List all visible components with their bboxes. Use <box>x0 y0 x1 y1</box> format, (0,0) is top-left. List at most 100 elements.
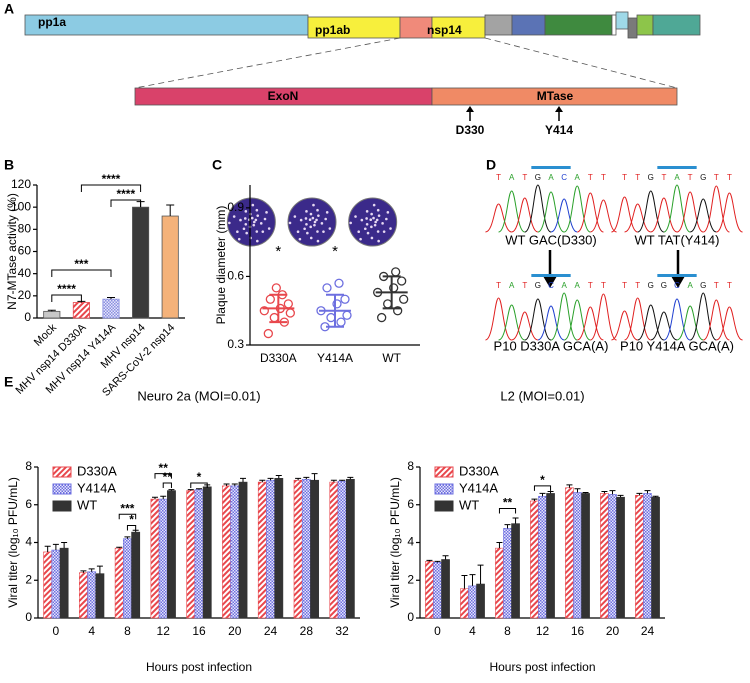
bar <box>441 559 450 619</box>
trace-peak <box>485 297 512 341</box>
panel-label: E <box>4 374 13 390</box>
panel-label: C <box>212 157 222 173</box>
plaque <box>253 220 256 224</box>
y-tick-label: 120 <box>11 177 31 191</box>
significance-bracket <box>51 269 112 277</box>
plaque <box>255 208 259 212</box>
plaque <box>237 237 241 241</box>
trace-peak <box>485 203 512 233</box>
error-bar <box>61 542 68 549</box>
base-letter: T <box>622 281 627 290</box>
data-point <box>399 294 409 304</box>
plaque <box>316 208 319 212</box>
domain-label: MTase <box>537 89 574 103</box>
trace-peak <box>590 293 617 341</box>
error-bar <box>496 542 503 549</box>
plaque <box>322 230 325 233</box>
bar <box>546 493 555 619</box>
site-label: Y414 <box>545 123 573 137</box>
codon-bar <box>531 166 571 169</box>
plaque <box>324 217 327 221</box>
sd-bar <box>382 275 401 310</box>
plaque <box>370 236 374 240</box>
base-letter: T <box>496 281 501 290</box>
error-bar <box>52 543 59 551</box>
plaque <box>304 217 308 220</box>
error-bar <box>531 498 538 501</box>
base-letter: T <box>601 173 606 182</box>
bar <box>59 547 69 619</box>
plaque <box>244 210 248 213</box>
significance-bracket <box>533 485 552 491</box>
trace-peak <box>689 292 717 341</box>
trace-caption: P10 D330A GCA(A) <box>494 338 609 353</box>
error-bar <box>96 565 103 574</box>
error-bar <box>644 490 651 494</box>
data-point <box>269 312 279 323</box>
base-letter: T <box>727 281 732 290</box>
plaque <box>363 227 367 231</box>
error-bar <box>330 479 337 483</box>
trace-peak <box>563 299 591 341</box>
plaque <box>375 218 379 222</box>
error-bar <box>609 490 616 495</box>
trace-peak <box>511 311 539 341</box>
bar <box>433 562 442 619</box>
trace-peak <box>650 197 678 233</box>
genome-map <box>24 11 701 121</box>
base-letter: G <box>700 281 706 290</box>
plaque <box>256 239 259 243</box>
significance-label: ** <box>163 470 173 484</box>
y-tick-label: 4 <box>25 535 32 549</box>
significance-label: **** <box>116 187 135 201</box>
base-letter: T <box>714 173 719 182</box>
bar <box>202 486 212 619</box>
bar <box>79 572 88 619</box>
trace-peak <box>550 292 578 341</box>
bar <box>238 481 248 619</box>
segment-label: pp1a <box>38 15 66 29</box>
base-letter: A <box>674 173 680 182</box>
trace-peak <box>611 310 638 341</box>
bar <box>132 206 150 319</box>
arrow <box>466 106 474 112</box>
error-bar <box>477 564 484 585</box>
segment <box>636 14 654 36</box>
error-bar <box>461 575 468 589</box>
trace-peak <box>624 297 652 341</box>
significance-label: **** <box>57 282 76 296</box>
plaque <box>299 218 303 222</box>
trace-caption: P10 Y414A GCA(A) <box>620 338 734 353</box>
x-tick-label: Y414A <box>317 351 353 365</box>
trace-peak <box>590 199 617 233</box>
trace-peak <box>716 192 743 233</box>
plaque <box>354 215 357 218</box>
bar <box>608 494 617 619</box>
base-letter: T <box>727 173 732 182</box>
x-tick-label: 0 <box>53 624 60 638</box>
y-tick-label: 0.3 <box>227 337 244 351</box>
error-bar <box>223 483 230 486</box>
bar <box>102 298 120 319</box>
error-bar <box>504 524 511 529</box>
significance-label: * <box>197 470 202 484</box>
trace-caption: WT GAC(D330) <box>505 232 597 247</box>
significance-label: * <box>129 513 134 527</box>
error-bar <box>295 477 302 481</box>
trace-peak <box>650 311 678 341</box>
segment <box>615 11 629 30</box>
significance-label: * <box>332 243 338 260</box>
significance-bracket <box>110 199 142 207</box>
trace-peak <box>663 298 691 341</box>
bar <box>503 528 512 619</box>
y-tick-label: 20 <box>18 288 32 302</box>
significance-label: **** <box>102 172 121 186</box>
error-bar <box>116 546 123 549</box>
significance-bracket <box>190 482 208 489</box>
data-point <box>265 294 275 304</box>
error-bar <box>601 491 608 494</box>
y-tick-label: 6 <box>25 497 32 511</box>
bar <box>87 571 97 619</box>
bar <box>600 493 609 619</box>
zoom-line <box>484 37 678 89</box>
